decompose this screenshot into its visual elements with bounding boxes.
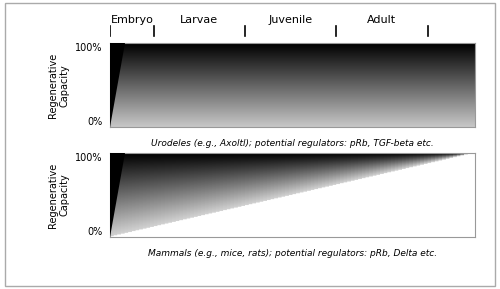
Polygon shape: [110, 153, 124, 237]
Text: Regenerative
Capacity: Regenerative Capacity: [48, 53, 70, 118]
Text: Larvae: Larvae: [180, 15, 218, 25]
Polygon shape: [110, 43, 124, 127]
Text: 0%: 0%: [88, 227, 102, 237]
Text: Embryo: Embryo: [110, 15, 154, 25]
Text: Mammals (e.g., mice, rats); potential regulators: pRb, Delta etc.: Mammals (e.g., mice, rats); potential re…: [148, 249, 437, 257]
Text: Regenerative
Capacity: Regenerative Capacity: [48, 162, 70, 228]
Text: 0%: 0%: [88, 117, 102, 127]
Text: 100%: 100%: [75, 153, 102, 163]
Text: Adult: Adult: [368, 15, 396, 25]
Text: Juvenile: Juvenile: [268, 15, 312, 25]
Text: Urodeles (e.g., Axoltl); potential regulators: pRb, TGF-beta etc.: Urodeles (e.g., Axoltl); potential regul…: [151, 139, 434, 148]
Text: 100%: 100%: [75, 43, 102, 53]
